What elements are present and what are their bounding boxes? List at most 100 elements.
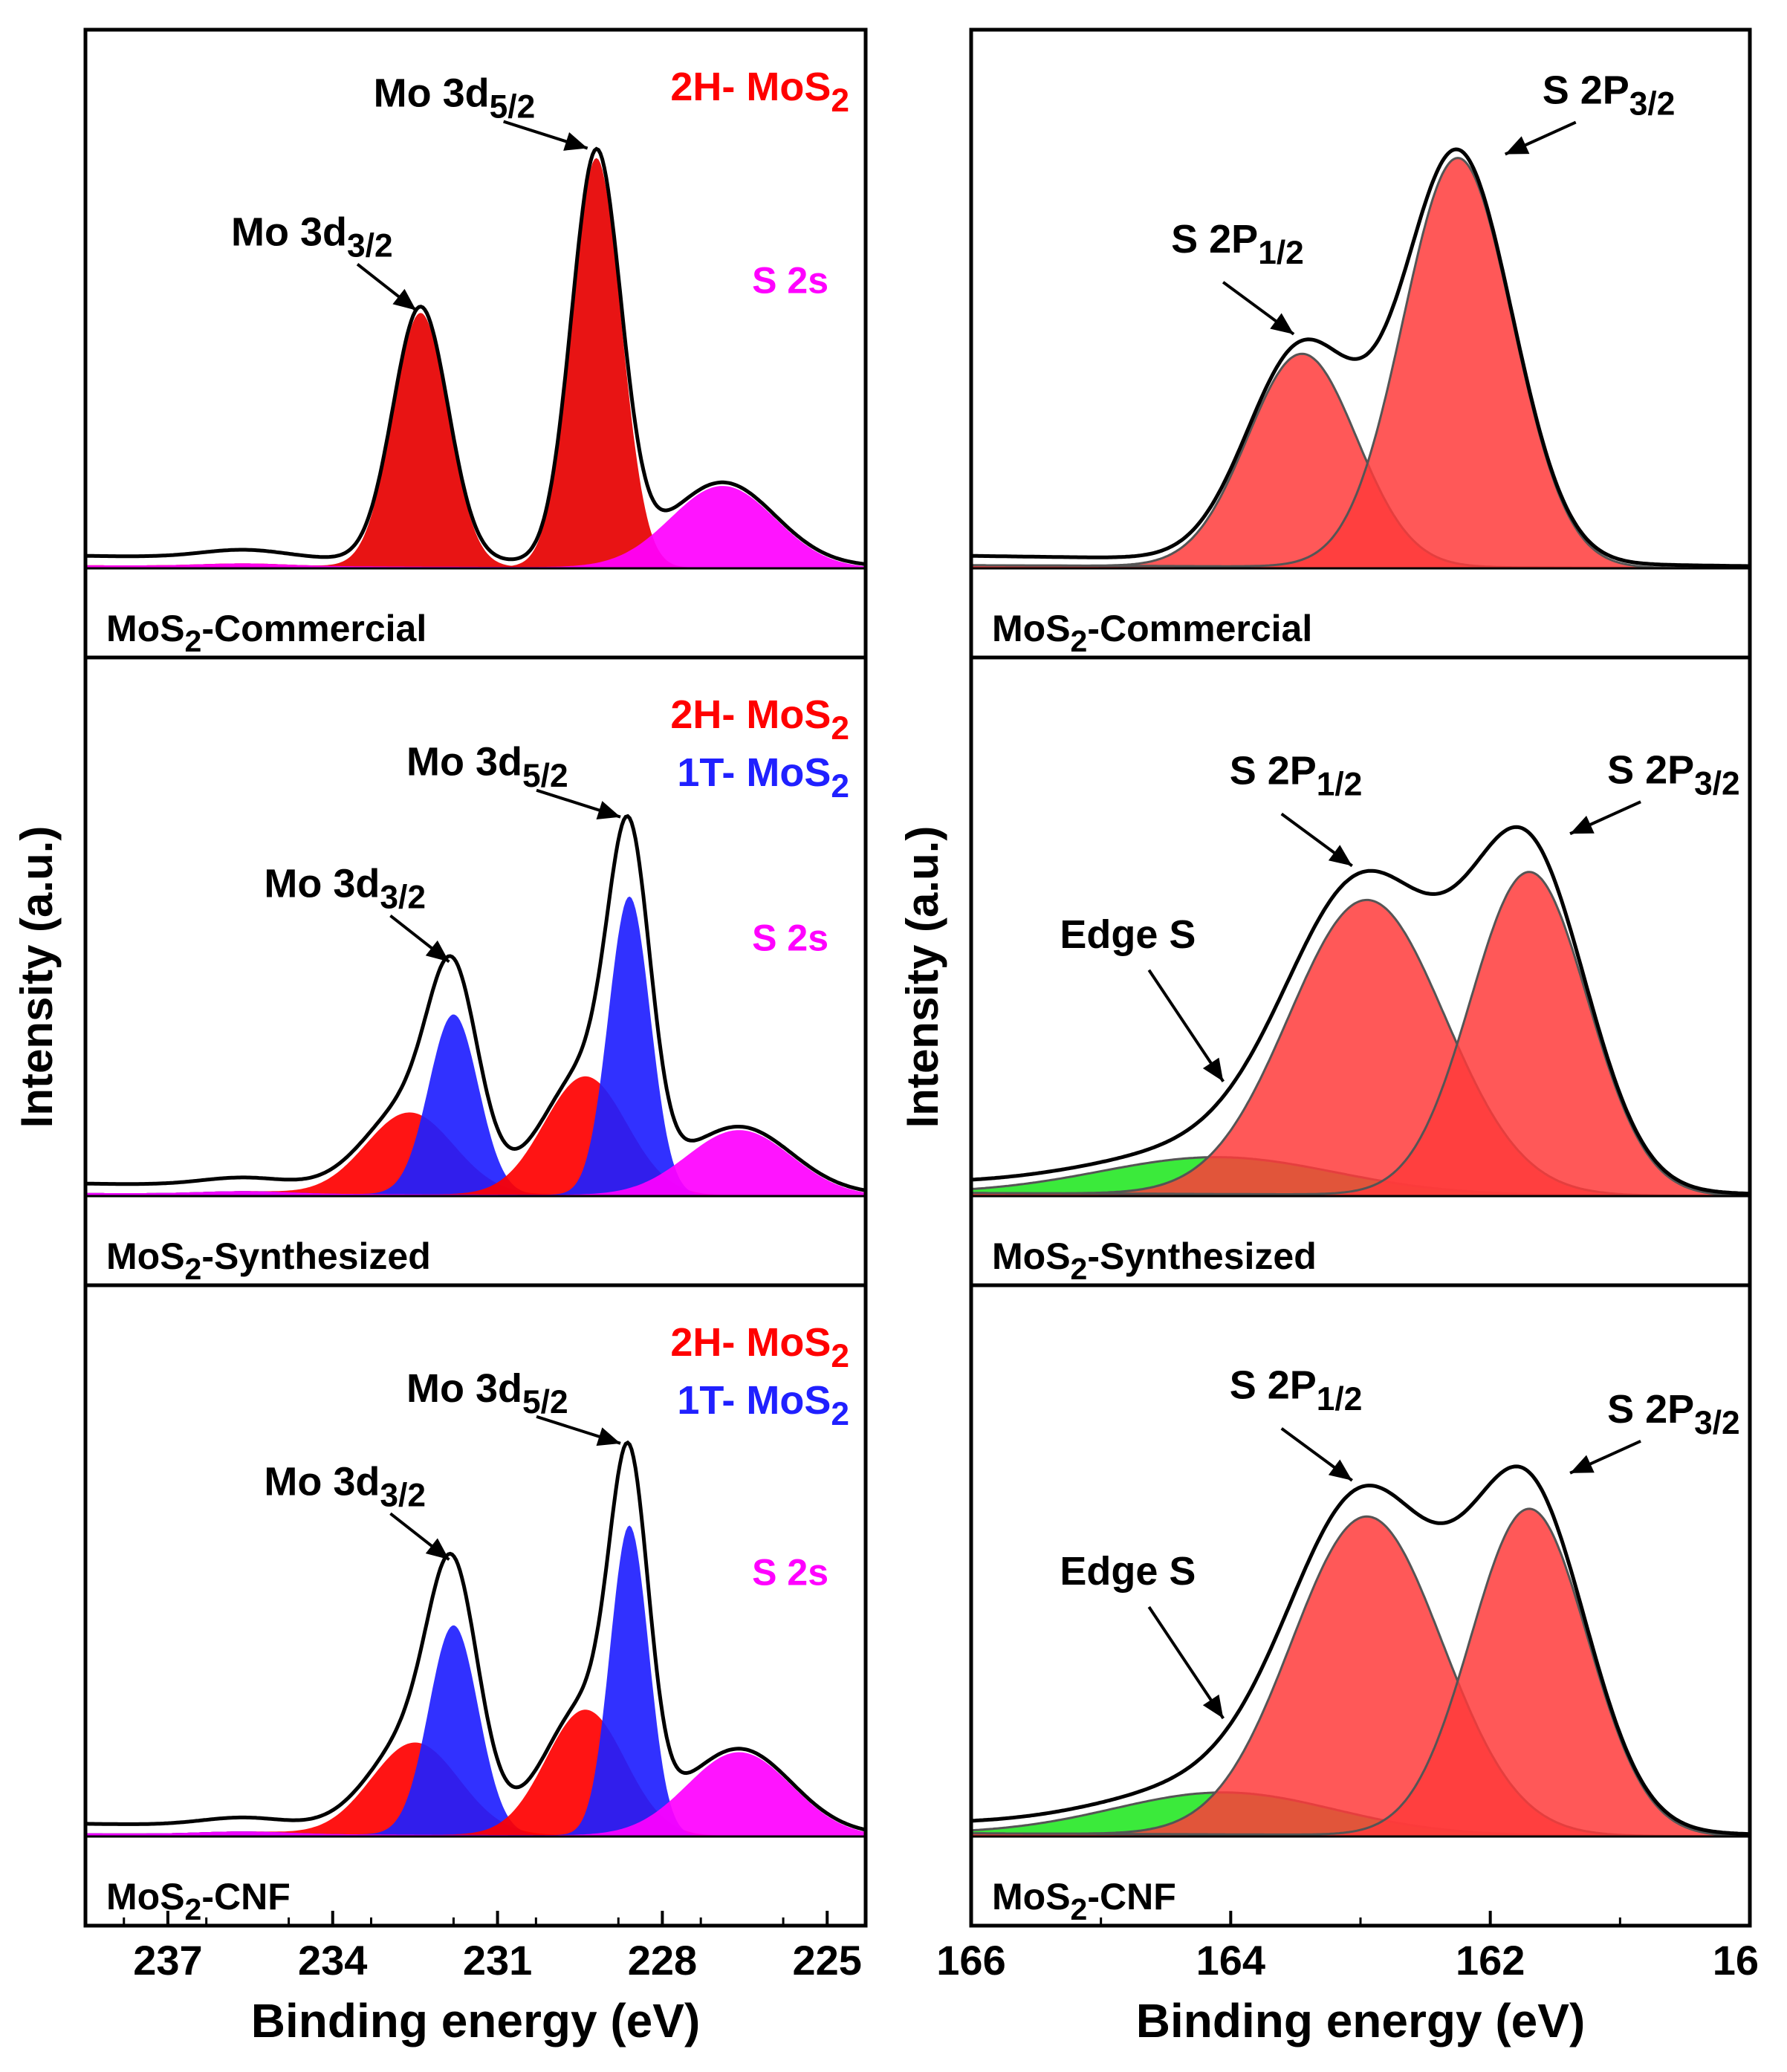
chart1-yaxis-label: Intensity (a.u.) (898, 826, 947, 1128)
chart0-panel1-legend-1: 1T- MoS2 (677, 750, 849, 805)
chart0-panel1-legend-1-subscript: 2 (831, 768, 849, 805)
chart1-panel1-arrow-0-head (1202, 1057, 1224, 1082)
chart0-panel2-annotation-s2s: S 2s (752, 1552, 828, 1594)
chart1-tick-label-1: 164 (1196, 1937, 1265, 1984)
chart1-panel2-arrow-0 (1147, 1605, 1225, 1720)
chart0-panel0-annotation-1-subscript: 5/2 (490, 89, 536, 126)
chart0-panel0-legend-0-text: 2H- MoS (670, 65, 831, 109)
chart1-panel1-sample-label: MoS2-Synthesized (992, 1235, 1317, 1286)
chart1-panel2-annotation-0-text: Edge S (1060, 1549, 1196, 1594)
chart0-panel2-annotation-1: Mo 3d5/2 (406, 1366, 568, 1420)
chart0-panel2-sample-label-suffix: -CNF (201, 1876, 290, 1917)
chart1-panel1-annotation-0-text: Edge S (1060, 912, 1196, 957)
chart1-panel2-sample-label-text: MoS (992, 1876, 1071, 1917)
chart1-tick-label-3: 16 (1713, 1937, 1759, 1984)
chart0-panel2-peak-4 (85, 1752, 866, 1836)
chart1-panel2-annotation-2: S 2P3/2 (1607, 1387, 1740, 1441)
chart0-panel1-annotation-0-text: Mo 3d (264, 862, 380, 906)
chart0-panel0-annotation-0-subscript: 3/2 (347, 228, 393, 264)
chart0-panel0-annotation-0: Mo 3d3/2 (231, 210, 393, 264)
chart1-xaxis-label: Binding energy (eV) (1136, 1994, 1586, 2047)
chart1-panel2-annotation-1-text: S 2P (1230, 1363, 1317, 1408)
chart0-panel0-envelope-line (85, 146, 866, 566)
chart0-tick-label-0: 237 (133, 1937, 202, 1984)
chart0-panel0-annotation-0-text: Mo 3d (231, 210, 347, 255)
chart0-panel0-sample-label: MoS2-Commercial (106, 608, 427, 658)
chart1-panel0-annotation-0: S 2P1/2 (1171, 217, 1304, 271)
chart0-panel1-annotation-1-text: Mo 3d (406, 740, 522, 785)
chart1-panel2-annotation-1-subscript: 1/2 (1317, 1381, 1363, 1417)
chart0-panel2-sample-label: MoS2-CNF (106, 1876, 291, 1926)
chart1-panel1-annotation-1-text: S 2P (1230, 749, 1317, 793)
chart1-panel2-sample-label-suffix: -CNF (1087, 1876, 1175, 1917)
chart0-panel0-sample-label-text: MoS (106, 608, 185, 649)
chart0-panel1-legend-0-text: 2H- MoS (670, 692, 831, 737)
chart0-panel1-annotation-0-subscript: 3/2 (380, 880, 426, 916)
chart0-tick-label-3: 228 (628, 1937, 697, 1984)
chart1-panel1-annotation-0: Edge S (1060, 912, 1196, 957)
chart1-panel0-arrow-1-head (1505, 136, 1530, 155)
chart0-yaxis-label: Intensity (a.u.) (12, 826, 62, 1128)
chart1-panel0-annotation-0-subscript: 1/2 (1258, 235, 1304, 271)
chart0-panel0-arrow-1-head (563, 132, 588, 151)
chart1-panel0-sample-label-text: MoS (992, 608, 1071, 649)
chart0-panel2-annotation-1-subscript: 5/2 (522, 1384, 568, 1420)
chart1-panel2-arrow-2-head (1570, 1455, 1595, 1473)
chart1-panel1-arrow-2-head (1570, 816, 1595, 834)
chart1-panel2-arrow-0-head (1202, 1694, 1224, 1719)
chart0-panel0-annotation-s2s-text: S 2s (752, 260, 828, 302)
chart1-panel1-arrow-1-head (1328, 845, 1352, 866)
chart0-panel1-peak-1 (85, 1014, 866, 1196)
chart1-panel0-sample-label: MoS2-Commercial (992, 608, 1312, 658)
chart0-panel2-annotation-0: Mo 3d3/2 (264, 1459, 426, 1513)
chart1-panel2-envelope-line (970, 1464, 1750, 1836)
chart1-panel0-annotation-1-text: S 2P (1543, 68, 1629, 113)
chart0-panel1-peak-4 (85, 1130, 866, 1196)
chart0-panel2-arrow-1-head (596, 1427, 621, 1446)
chart0-panel2-frame (83, 1283, 868, 1928)
chart1-panel1-annotation-2-subscript: 3/2 (1694, 765, 1740, 802)
chart0-panel2-sample-label-subscript: 2 (185, 1892, 202, 1926)
chart0-panel1-envelope-line (85, 813, 866, 1192)
chart0-panel0-annotation-s2s: S 2s (752, 260, 828, 302)
chart1-panel0-sample-label-suffix: -Commercial (1087, 608, 1312, 649)
chart1-panel2-arrow-1-head (1328, 1459, 1352, 1481)
chart0-panel0-sample-label-suffix: -Commercial (201, 608, 427, 649)
chart1-panel0-annotation-0-text: S 2P (1171, 217, 1258, 262)
chart0-panel2-legend-0-subscript: 2 (831, 1338, 849, 1374)
chart1-panel0-annotation-1: S 2P3/2 (1543, 68, 1676, 123)
chart1-panel2-annotation-1: S 2P1/2 (1230, 1363, 1363, 1417)
chart0-panel1-arrow-0-head (425, 940, 450, 962)
chart1-panel0-envelope-line (970, 147, 1750, 568)
chart0-panel0-legend-0: 2H- MoS2 (670, 65, 849, 119)
chart0-panel2-legend-1-text: 1T- MoS (677, 1378, 831, 1423)
chart1-panel2-annotation-0: Edge S (1060, 1549, 1196, 1594)
chart0-panel1-sample-label-text: MoS (106, 1235, 185, 1277)
chart1-panel1-annotation-2: S 2P3/2 (1607, 747, 1740, 802)
chart0-panel2-arrow-0-head (425, 1538, 450, 1560)
chart1-panel1-sample-label-suffix: -Synthesized (1087, 1235, 1316, 1277)
chart1-panel1-arrow-0 (1147, 969, 1225, 1082)
chart1-panel1-envelope-line (970, 825, 1750, 1196)
chart0-panel2-sample-label-text: MoS (106, 1876, 185, 1917)
chart0-tick-label-1: 234 (298, 1937, 367, 1984)
chart0-panel0-legend-0-subscript: 2 (831, 82, 849, 119)
chart0-panel2-envelope-line (85, 1440, 866, 1832)
chart0-panel2-legend-1: 1T- MoS2 (677, 1378, 849, 1432)
chart0-panel2-peak-1 (85, 1625, 866, 1836)
chart1-tick-label-2: 162 (1456, 1937, 1525, 1984)
chart0-panel1-legend-0: 2H- MoS2 (670, 692, 849, 747)
chart0-panel2-annotation-s2s-text: S 2s (752, 1552, 828, 1594)
chart0-panel1-annotation-0: Mo 3d3/2 (264, 862, 426, 916)
chart1-panel2-sample-label-subscript: 2 (1071, 1892, 1088, 1926)
chart0-panel1-annotation-s2s: S 2s (752, 918, 828, 959)
chart0-panel2-legend-0-text: 2H- MoS (670, 1320, 831, 1365)
chart1-panel0-peak-1 (970, 157, 1750, 570)
chart0-panel1-arrow-1-head (596, 801, 621, 819)
chart1-panel1-sample-label-subscript: 2 (1071, 1252, 1088, 1286)
chart0-panel0-annotation-1: Mo 3d5/2 (374, 71, 536, 126)
chart0-panel1-sample-label-subscript: 2 (185, 1252, 202, 1286)
chart1-panel0-arrow-0-head (1270, 313, 1294, 334)
chart1-tick-label-0: 166 (936, 1937, 1005, 1984)
